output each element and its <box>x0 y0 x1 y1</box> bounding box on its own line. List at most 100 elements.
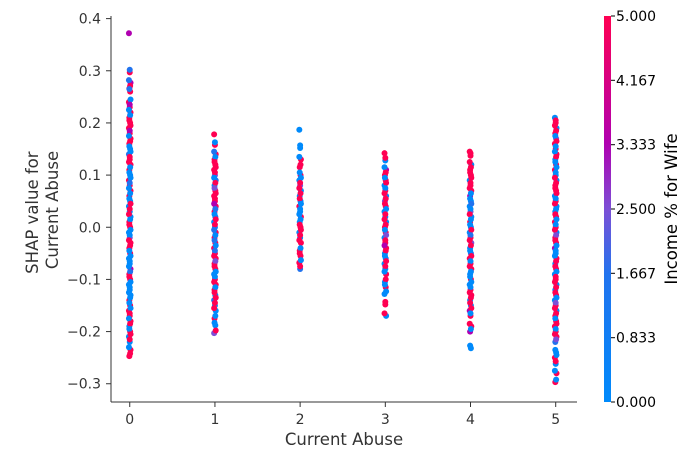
data-point <box>553 284 560 291</box>
data-point <box>467 179 474 186</box>
data-point <box>126 299 133 306</box>
data-point <box>381 150 388 157</box>
data-point <box>297 257 304 264</box>
data-point <box>381 281 388 288</box>
data-point <box>552 169 559 176</box>
data-point <box>551 200 558 207</box>
data-point <box>296 221 303 228</box>
data-point <box>467 342 474 349</box>
colorbar-tick-label: 4.167 <box>616 73 656 89</box>
data-point <box>467 325 474 332</box>
data-point <box>468 279 475 286</box>
x-tick-label: 1 <box>210 412 219 428</box>
data-point <box>127 122 134 129</box>
data-point <box>467 164 474 171</box>
data-point <box>551 367 558 374</box>
data-point <box>467 247 474 254</box>
data-point <box>553 190 560 197</box>
data-point <box>553 336 560 343</box>
data-point <box>297 142 304 149</box>
data-point <box>551 122 558 129</box>
data-point <box>382 185 389 192</box>
data-point <box>553 232 560 239</box>
data-point <box>211 200 218 207</box>
data-point <box>127 200 134 207</box>
data-point <box>381 200 388 207</box>
data-point <box>467 216 474 223</box>
data-point <box>551 226 558 233</box>
data-point <box>127 252 134 259</box>
data-point <box>383 258 390 265</box>
data-point <box>551 148 558 155</box>
data-point <box>125 159 132 166</box>
data-point <box>553 258 560 265</box>
data-point <box>126 206 133 212</box>
data-point <box>553 127 560 134</box>
y-tick-label: 0.0 <box>79 220 101 236</box>
data-point <box>552 117 559 124</box>
data-point <box>297 174 304 181</box>
data-point <box>381 190 388 197</box>
colorbar-tick-label: 2.500 <box>616 202 656 218</box>
data-point <box>551 305 558 312</box>
data-point <box>212 216 219 223</box>
data-point <box>468 305 475 312</box>
data-point <box>467 150 474 157</box>
data-point <box>383 288 390 295</box>
data-point <box>467 310 474 317</box>
data-point <box>126 86 133 93</box>
data-point <box>381 174 388 181</box>
data-point <box>553 268 560 275</box>
data-point <box>466 185 473 192</box>
data-point <box>126 127 133 134</box>
x-tick-label: 2 <box>296 412 305 428</box>
data-point <box>552 132 559 139</box>
y-axis-title: SHAP value for Current Abuse <box>23 146 62 274</box>
data-point <box>127 268 134 275</box>
data-point <box>211 221 218 228</box>
data-point <box>467 169 474 176</box>
data-point <box>126 179 133 186</box>
colorbar-title: Income % for Wife <box>662 133 681 284</box>
data-point <box>211 299 218 306</box>
data-point <box>297 161 304 168</box>
data-point <box>125 315 132 322</box>
data-point <box>126 221 133 228</box>
data-point <box>467 299 474 306</box>
data-point <box>466 237 473 244</box>
data-point <box>553 376 560 383</box>
data-point <box>212 179 219 186</box>
data-point <box>296 237 303 244</box>
data-point <box>127 164 134 171</box>
data-point <box>127 112 134 119</box>
data-point <box>296 126 303 133</box>
data-point <box>382 263 389 270</box>
data-point <box>127 331 134 338</box>
data-point <box>126 284 133 291</box>
data-point <box>381 268 388 275</box>
data-point <box>211 211 218 218</box>
data-point <box>553 164 560 171</box>
x-tick-label: 3 <box>381 412 390 428</box>
data-point <box>127 226 134 233</box>
data-point <box>383 206 390 212</box>
y-axis-title-line-1: SHAP value for <box>23 151 42 274</box>
colorbar-tick-label: 0.000 <box>616 395 656 411</box>
y-tick-label: −0.1 <box>67 272 101 288</box>
data-point <box>127 350 134 357</box>
data-point <box>552 289 559 296</box>
data-point <box>467 294 474 301</box>
x-axis-ticks: 0 1 2 3 4 5 <box>125 402 560 428</box>
data-point <box>381 216 388 223</box>
data-point <box>467 206 474 212</box>
data-point <box>127 96 134 103</box>
x-tick-label: 4 <box>466 412 475 428</box>
data-point <box>125 263 132 270</box>
data-point <box>212 327 219 334</box>
data-point <box>212 312 219 319</box>
data-point <box>212 258 219 265</box>
data-point <box>125 344 132 351</box>
colorbar-ticks: 5.000 4.167 3.333 2.500 1.667 0.833 0.000 <box>611 9 656 411</box>
data-point <box>383 179 390 186</box>
data-point <box>211 169 218 176</box>
